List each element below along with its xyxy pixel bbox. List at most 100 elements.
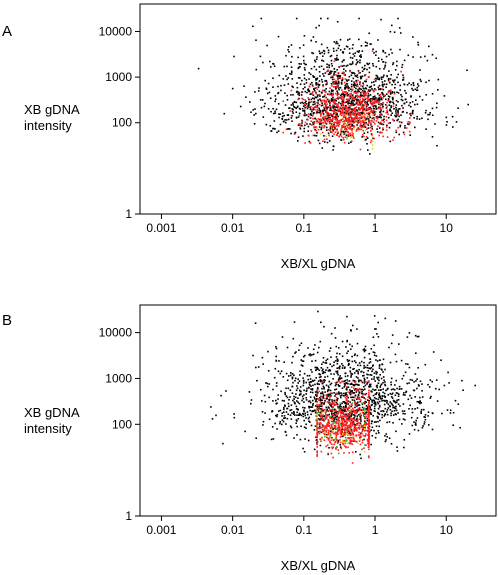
- scatter-point: [339, 375, 341, 377]
- scatter-point: [330, 332, 333, 335]
- scatter-point: [411, 379, 414, 381]
- scatter-point: [298, 349, 300, 351]
- scatter-point: [357, 90, 360, 92]
- scatter-point: [332, 412, 335, 415]
- scatter-point: [324, 121, 326, 123]
- scatter-point: [318, 71, 321, 73]
- scatter-point: [451, 115, 454, 118]
- scatter-point: [358, 72, 360, 74]
- scatter-point: [312, 348, 315, 351]
- scatter-point: [372, 368, 374, 371]
- scatter-point: [350, 114, 352, 116]
- scatter-point: [399, 125, 401, 128]
- scatter-point: [290, 418, 293, 420]
- scatter-point: [416, 103, 419, 105]
- scatter-point: [345, 392, 347, 394]
- scatter-point: [351, 345, 353, 348]
- scatter-point: [409, 378, 412, 381]
- scatter-point: [313, 121, 315, 124]
- scatter-point: [429, 397, 432, 399]
- scatter-point: [368, 438, 370, 440]
- scatter-point: [337, 417, 340, 420]
- scatter-point: [409, 130, 411, 133]
- scatter-point: [363, 413, 365, 416]
- scatter-point: [331, 125, 334, 127]
- scatter-point: [318, 103, 321, 106]
- scatter-point: [329, 129, 331, 132]
- scatter-point: [380, 121, 382, 124]
- scatter-point: [357, 421, 360, 424]
- scatter-point: [331, 402, 334, 404]
- scatter-point: [290, 372, 292, 374]
- scatter-point: [378, 84, 381, 87]
- scatter-point: [352, 98, 354, 100]
- scatter-point: [347, 429, 349, 431]
- scatter-point: [364, 98, 366, 101]
- scatter-point: [402, 107, 404, 110]
- scatter-point: [293, 374, 295, 377]
- scatter-point: [390, 381, 392, 384]
- scatter-point: [367, 429, 369, 432]
- scatter-point: [337, 125, 340, 127]
- scatter-point: [340, 135, 343, 138]
- scatter-point: [333, 392, 335, 394]
- scatter-point: [308, 381, 311, 384]
- scatter-point: [335, 103, 337, 105]
- scatter-point: [319, 419, 321, 421]
- scatter-point: [286, 346, 289, 349]
- scatter-point: [346, 408, 349, 411]
- scatter-point: [303, 410, 305, 413]
- scatter-point: [350, 374, 353, 377]
- scatter-point: [298, 413, 301, 416]
- scatter-point: [364, 124, 366, 126]
- scatter-point: [316, 390, 318, 392]
- scatter-point: [358, 387, 361, 390]
- scatter-point: [344, 366, 346, 368]
- scatter-point: [421, 390, 423, 392]
- scatter-point: [326, 422, 329, 425]
- scatter-point: [426, 59, 429, 62]
- scatter-point: [327, 419, 330, 421]
- scatter-point: [337, 384, 340, 386]
- scatter-point: [325, 83, 327, 86]
- scatter-point: [398, 418, 401, 421]
- scatter-point: [365, 135, 368, 138]
- scatter-point: [351, 133, 354, 136]
- scatter-point: [292, 337, 295, 340]
- scatter-point: [307, 130, 309, 132]
- scatter-point: [332, 432, 335, 435]
- scatter-point: [329, 101, 331, 104]
- scatter-point: [366, 117, 368, 120]
- scatter-point: [295, 17, 298, 20]
- scatter-point: [364, 421, 367, 424]
- scatter-point: [361, 108, 364, 111]
- scatter-point: [320, 423, 322, 425]
- scatter-point: [402, 74, 404, 76]
- scatter-point: [376, 116, 379, 119]
- scatter-point: [381, 58, 383, 61]
- scatter-point: [342, 126, 344, 128]
- scatter-point: [292, 86, 294, 89]
- scatter-point: [326, 375, 329, 378]
- scatter-point: [254, 322, 257, 324]
- scatter-point: [372, 109, 375, 112]
- scatter-point: [336, 445, 338, 448]
- scatter-point: [319, 133, 322, 135]
- scatter-point: [332, 423, 334, 425]
- scatter-point: [348, 105, 351, 108]
- scatter-point: [379, 96, 382, 98]
- scatter-point: [342, 130, 344, 133]
- scatter-point: [373, 402, 375, 405]
- scatter-point: [342, 395, 345, 397]
- scatter-point: [364, 366, 367, 369]
- scatter-point: [347, 108, 350, 110]
- scatter-point: [305, 82, 308, 84]
- scatter-point: [351, 418, 353, 421]
- scatter-point: [264, 400, 267, 403]
- scatter-point: [353, 55, 356, 57]
- scatter-point: [357, 401, 359, 404]
- scatter-point: [389, 81, 391, 84]
- scatter-point: [369, 94, 372, 96]
- scatter-point: [345, 423, 347, 426]
- scatter-point: [348, 426, 351, 428]
